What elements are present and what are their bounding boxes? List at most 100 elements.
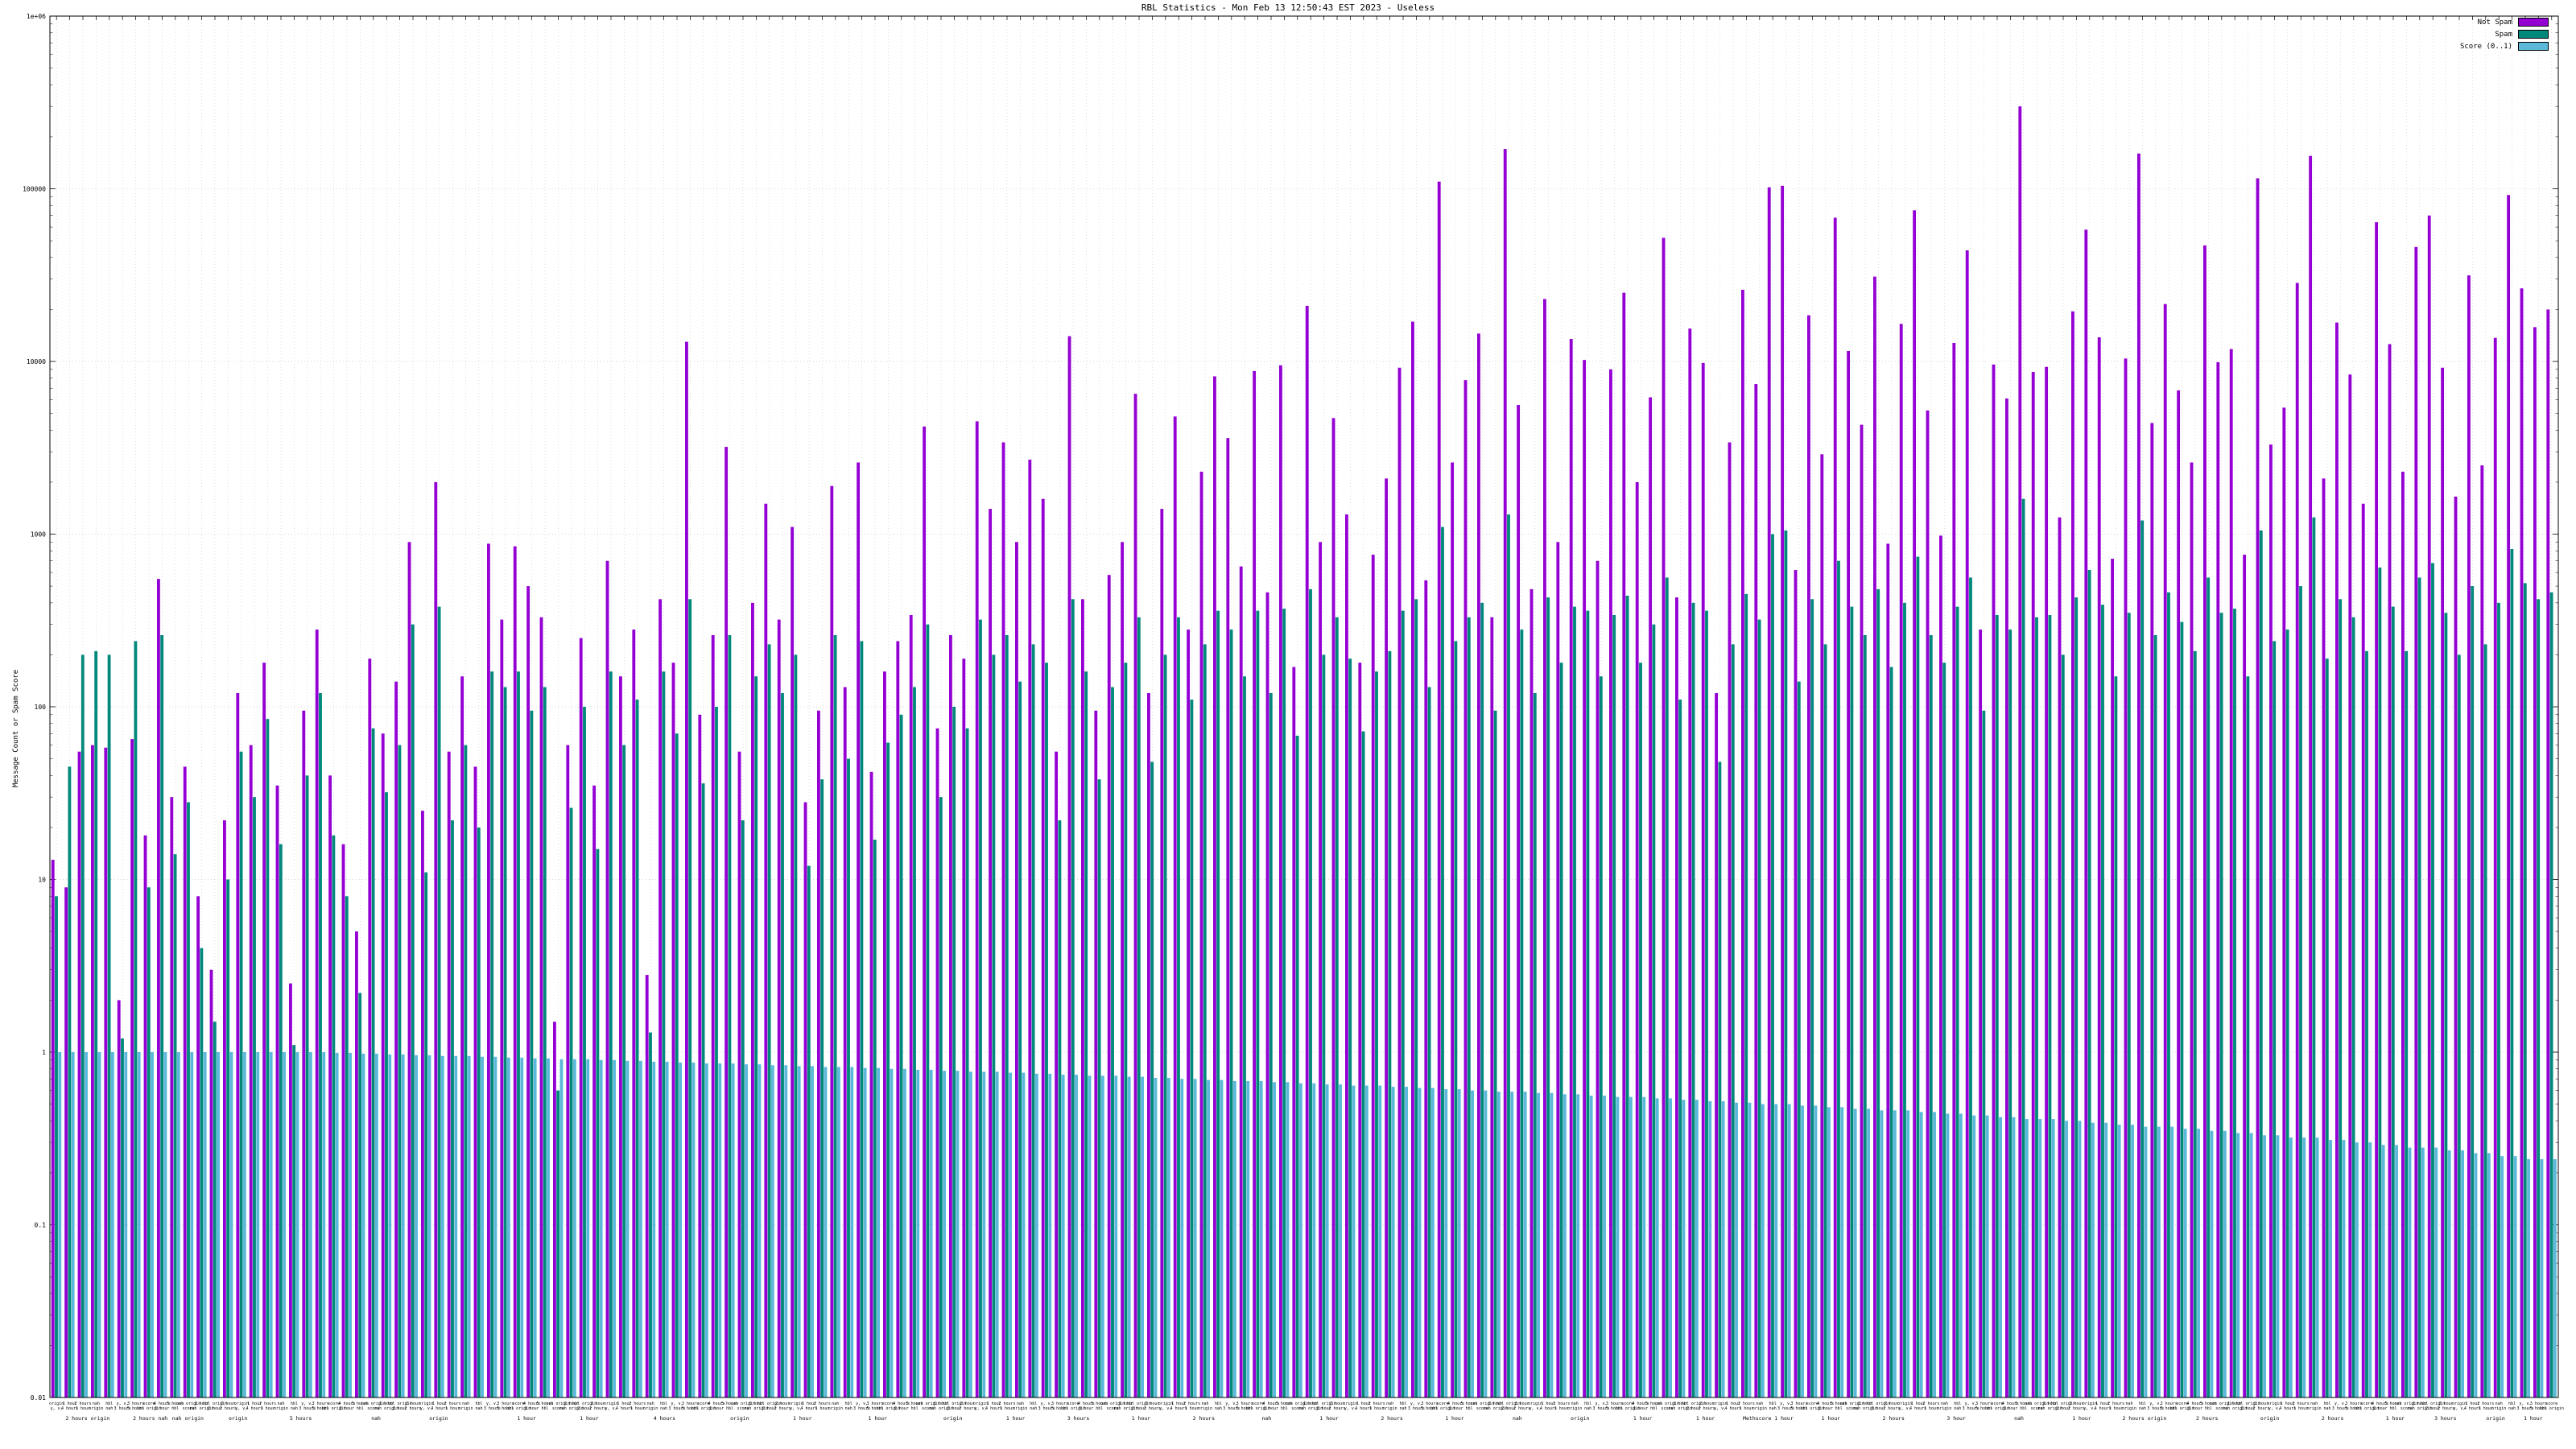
svg-text:y, v,: y, v, <box>486 1402 498 1406</box>
svg-text:score: score <box>882 1402 894 1406</box>
y-axis-label: Message Count or Spam Score <box>12 669 20 788</box>
svg-text:1 hour: 1 hour <box>195 1402 209 1406</box>
svg-text:1 hour: 1 hour <box>1006 1415 1026 1422</box>
svg-text:2 hours: 2 hours <box>1381 1415 1402 1422</box>
svg-text:origin: origin <box>419 1402 433 1406</box>
svg-text:hbl: hbl <box>1835 1406 1843 1411</box>
svg-text:1 hour: 1 hour <box>1541 1402 1555 1406</box>
svg-text:100000: 100000 <box>23 185 46 192</box>
svg-text:1 hour: 1 hour <box>1911 1402 1926 1406</box>
svg-text:2 hours: 2 hours <box>1883 1415 1905 1422</box>
svg-text:nah origin: nah origin <box>929 1406 953 1411</box>
svg-text:score: score <box>367 1406 379 1411</box>
svg-text:1 hour: 1 hour <box>1924 1406 1938 1411</box>
svg-text:origin: origin <box>274 1406 288 1411</box>
svg-text:4 hours: 4 hours <box>2002 1402 2019 1406</box>
svg-text:1 hour: 1 hour <box>749 1402 763 1406</box>
svg-text:hbl: hbl <box>541 1406 548 1411</box>
svg-text:2 hour: 2 hour <box>221 1402 235 1406</box>
svg-text:origin: origin <box>89 1406 103 1411</box>
svg-text:4 hours: 4 hours <box>2095 1406 2112 1411</box>
svg-text:2 hours: 2 hours <box>1699 1406 1715 1411</box>
svg-text:1 hour: 1 hour <box>2386 1415 2405 1422</box>
svg-text:5 hours: 5 hours <box>497 1406 514 1411</box>
svg-text:y, v,: y, v, <box>1041 1402 1053 1406</box>
svg-text:5 hours: 5 hours <box>1975 1406 1992 1411</box>
svg-text:score: score <box>1252 1402 1264 1406</box>
svg-text:origin: origin <box>1752 1406 1767 1411</box>
svg-text:2 hours: 2 hours <box>629 1402 646 1406</box>
svg-text:y, v,: y, v, <box>1899 1406 1911 1411</box>
svg-text:2 hours: 2 hours <box>1193 1415 1215 1422</box>
svg-text:3 hours: 3 hours <box>1963 1406 1979 1411</box>
svg-text:nah origin: nah origin <box>559 1406 584 1411</box>
svg-text:5 hours: 5 hours <box>536 1402 553 1406</box>
svg-text:4 hours: 4 hours <box>1170 1406 1187 1411</box>
svg-text:1 hour: 1 hour <box>802 1402 816 1406</box>
svg-text:2 hour: 2 hour <box>1132 1406 1146 1411</box>
svg-text:4 hours: 4 hours <box>985 1406 1002 1411</box>
svg-text:nah: nah <box>2323 1406 2330 1411</box>
svg-text:3 hours: 3 hours <box>853 1406 870 1411</box>
svg-text:1 hour: 1 hour <box>1119 1402 1133 1406</box>
svg-text:3 hours: 3 hours <box>299 1406 316 1411</box>
svg-text:origin: origin <box>2122 1406 2136 1411</box>
svg-text:hbl: hbl <box>1281 1406 1288 1411</box>
svg-text:2 hour: 2 hour <box>2056 1406 2070 1411</box>
svg-text:hbl origin: hbl origin <box>137 1406 161 1411</box>
svg-text:hbl origin: hbl origin <box>2540 1406 2564 1411</box>
svg-text:1 hour: 1 hour <box>261 1406 275 1411</box>
svg-text:nah origin: nah origin <box>2025 1402 2049 1406</box>
svg-text:2 hours: 2 hours <box>74 1402 91 1406</box>
svg-text:score: score <box>142 1402 155 1406</box>
svg-text:2 hours: 2 hours <box>444 1402 461 1406</box>
svg-text:1 hour: 1 hour <box>869 1415 888 1422</box>
svg-text:1 hour: 1 hour <box>2227 1402 2242 1406</box>
svg-text:1 hour: 1 hour <box>630 1406 645 1411</box>
svg-text:1 hour: 1 hour <box>894 1406 909 1411</box>
svg-text:origin: origin <box>1198 1406 1212 1411</box>
svg-text:5 hours: 5 hours <box>1276 1402 1293 1406</box>
spam-swatch-icon <box>2518 30 2549 39</box>
svg-text:hbl origin: hbl origin <box>388 1402 412 1406</box>
svg-text:5 hours: 5 hours <box>866 1406 883 1411</box>
svg-text:2 hour: 2 hour <box>1501 1406 1516 1411</box>
svg-text:2 hours: 2 hours <box>404 1406 421 1411</box>
svg-text:3 hours: 3 hours <box>1592 1406 1609 1411</box>
svg-text:origin: origin <box>604 1402 618 1406</box>
svg-text:1 hour: 1 hour <box>340 1406 354 1411</box>
svg-text:2 hours: 2 hours <box>998 1402 1015 1406</box>
svg-text:hbl origin: hbl origin <box>1866 1402 1890 1406</box>
svg-text:nah: nah <box>1017 1402 1024 1406</box>
svg-text:1 hour: 1 hour <box>432 1402 447 1406</box>
svg-text:1 hour: 1 hour <box>1726 1402 1740 1406</box>
svg-text:3 hour: 3 hour <box>1946 1415 1966 1422</box>
svg-text:3 hours: 3 hours <box>114 1406 131 1411</box>
svg-text:hbl origin: hbl origin <box>572 1402 597 1406</box>
svg-text:2 hour: 2 hour <box>1699 1402 1714 1406</box>
svg-text:1 hour: 1 hour <box>580 1415 599 1422</box>
legend-item-spam: Spam <box>2460 30 2549 39</box>
svg-text:2 hours: 2 hours <box>1922 1402 1939 1406</box>
svg-text:origin: origin <box>429 1415 448 1422</box>
svg-text:nah origin: nah origin <box>172 1415 204 1422</box>
svg-text:2 hours: 2 hours <box>1368 1402 1385 1406</box>
svg-text:1 hour: 1 hour <box>564 1402 579 1406</box>
svg-text:hbl origin: hbl origin <box>2421 1402 2445 1406</box>
svg-text:2 hours: 2 hours <box>589 1406 606 1411</box>
svg-text:1 hour: 1 hour <box>76 1406 90 1411</box>
svg-text:5 hours: 5 hours <box>127 1406 144 1411</box>
svg-text:5 hours: 5 hours <box>1460 1402 1477 1406</box>
svg-text:1 hour: 1 hour <box>987 1402 1001 1406</box>
svg-text:1 hour: 1 hour <box>2479 1406 2493 1411</box>
svg-text:nah origin: nah origin <box>1298 1406 1323 1411</box>
svg-text:1 hour: 1 hour <box>1303 1402 1318 1406</box>
svg-text:4 hours: 4 hours <box>523 1402 540 1406</box>
svg-text:3 hours: 3 hours <box>1421 1402 1438 1406</box>
svg-text:y, v,: y, v, <box>1225 1402 1237 1406</box>
svg-text:nah: nah <box>1201 1402 1208 1406</box>
svg-text:5 hours: 5 hours <box>1831 1402 1847 1406</box>
svg-text:0.01: 0.01 <box>31 1394 46 1402</box>
svg-text:2 hour: 2 hour <box>1686 1406 1701 1411</box>
svg-text:1 hour: 1 hour <box>709 1406 724 1411</box>
